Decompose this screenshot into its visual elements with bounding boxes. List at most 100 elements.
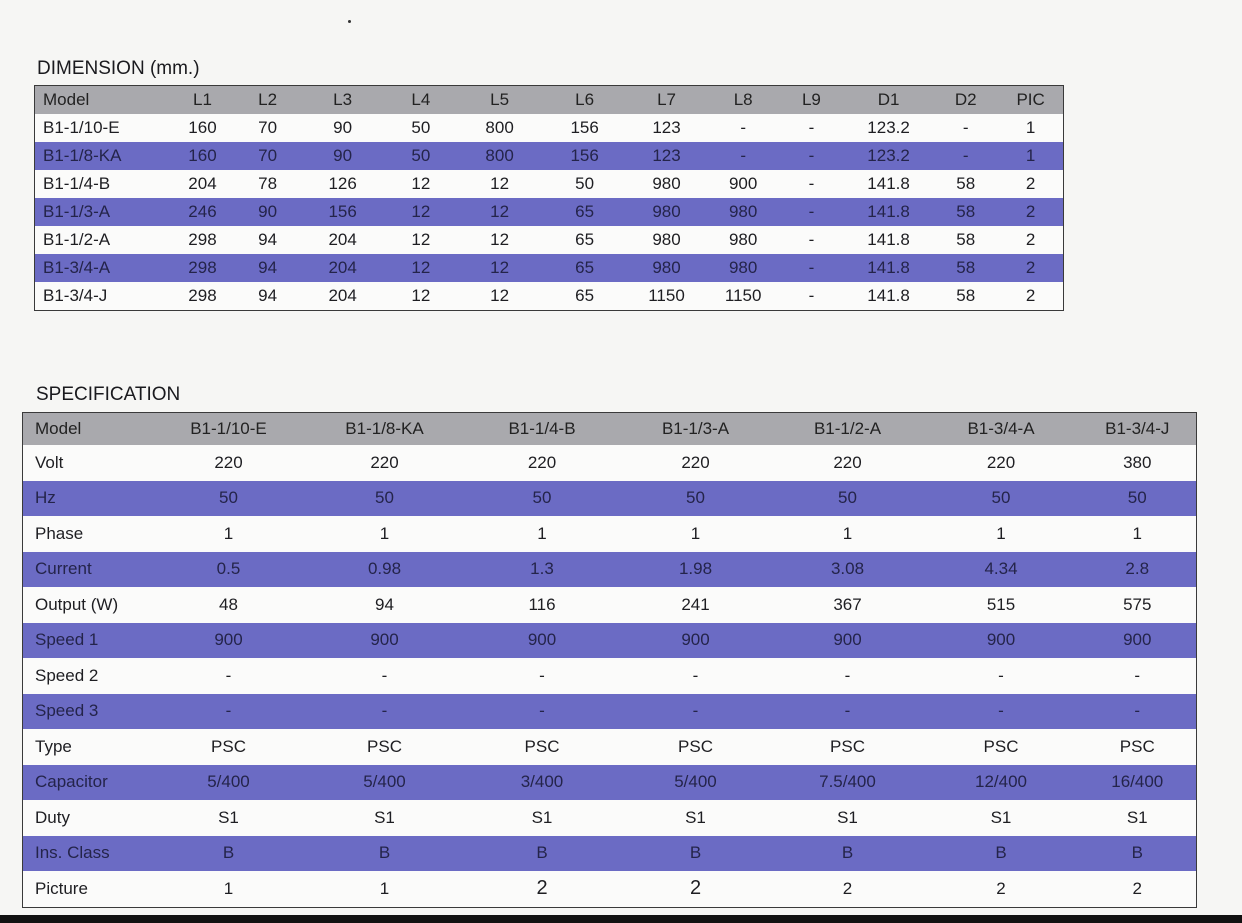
table-cell: 1: [998, 114, 1064, 142]
table-cell: 141.8: [843, 282, 934, 311]
column-header: B1-1/4-B: [464, 412, 620, 445]
table-cell: 123: [625, 114, 708, 142]
table-cell: 70: [236, 142, 300, 170]
row-label-cell: Output (W): [22, 587, 153, 623]
table-cell: 220: [771, 445, 924, 481]
stray-dot: [348, 20, 351, 23]
table-cell: 12: [386, 170, 456, 198]
table-cell: 800: [455, 142, 544, 170]
table-cell: 12: [386, 198, 456, 226]
table-cell: 220: [304, 445, 465, 481]
table-cell: 900: [152, 622, 305, 658]
table-cell: 123.2: [843, 114, 934, 142]
table-cell: 980: [625, 170, 708, 198]
table-cell: 141.8: [843, 170, 934, 198]
table-cell: 575: [1078, 587, 1197, 623]
column-header: L3: [299, 85, 387, 114]
table-cell: 1: [998, 142, 1064, 170]
table-row: Picture 1 1 2 2 2 2 2: [22, 871, 1197, 907]
table-cell: 1: [152, 516, 305, 552]
dimension-header-row: Model L1 L2 L3 L4 L5 L6 L7 L8 L9 D1 D2 PIC: [34, 85, 1064, 114]
table-cell: 1.3: [464, 551, 620, 587]
row-label-cell: B1-1/8-KA: [34, 142, 169, 170]
table-cell: 156: [543, 114, 626, 142]
table-cell: 204: [299, 254, 387, 282]
table-cell: 1150: [707, 282, 779, 311]
table-cell: 2: [923, 871, 1079, 907]
table-cell: 50: [386, 114, 456, 142]
column-header: L6: [543, 85, 626, 114]
table-cell: 980: [707, 254, 779, 282]
row-label-cell: Speed 2: [22, 658, 153, 694]
table-cell: 5/400: [304, 764, 465, 800]
table-cell: -: [933, 142, 999, 170]
table-cell: 900: [923, 622, 1079, 658]
table-cell: S1: [152, 800, 305, 836]
table-cell: 141.8: [843, 198, 934, 226]
table-cell: -: [933, 114, 999, 142]
table-cell: -: [707, 114, 779, 142]
table-cell: 2: [998, 226, 1064, 254]
table-cell: 12: [386, 282, 456, 311]
table-row: B1-1/3-A 246 90 156 12 12 65 980 980-141.8 58 2: [34, 198, 1064, 226]
table-cell: B: [464, 835, 620, 871]
bottom-border: [0, 915, 1242, 923]
table-cell: 126: [299, 170, 387, 198]
table-cell: 50: [543, 170, 626, 198]
table-cell: 50: [619, 480, 772, 516]
table-row: B1-3/4-J 298 94 204 12 12 65 1150 1150-141.8 58 2: [34, 282, 1064, 311]
row-label-cell: B1-1/3-A: [34, 198, 169, 226]
table-cell: B: [923, 835, 1079, 871]
table-cell: 2: [998, 170, 1064, 198]
column-header: B1-3/4-A: [923, 412, 1079, 445]
column-header: B1-1/3-A: [619, 412, 772, 445]
table-row: B1-1/8-KA 160 70 90 50 800 156 123- -123.2-1: [34, 142, 1064, 170]
table-row: Hz 50 50 50 50 50 50 50: [22, 480, 1197, 516]
table-cell: 900: [619, 622, 772, 658]
column-header: L5: [455, 85, 544, 114]
table-cell: 4.34: [923, 551, 1079, 587]
table-cell: 58: [933, 254, 999, 282]
table-row: Capacitor 5/400 5/400 3/400 5/400 7.5/400 12/4…: [22, 764, 1197, 800]
table-cell: 12/400: [923, 764, 1079, 800]
table-cell: 12: [386, 226, 456, 254]
row-label-cell: Volt: [22, 445, 153, 481]
table-cell: 204: [299, 282, 387, 311]
table-cell: S1: [1078, 800, 1197, 836]
table-cell: 367: [771, 587, 924, 623]
table-cell: 94: [236, 254, 300, 282]
row-label-cell: Picture: [22, 871, 153, 907]
table-cell: 3.08: [771, 551, 924, 587]
table-cell: 58: [933, 198, 999, 226]
table-cell: -: [771, 658, 924, 694]
table-cell: 515: [923, 587, 1079, 623]
table-cell: 2: [771, 871, 924, 907]
table-cell: 12: [455, 254, 544, 282]
table-cell: 246: [168, 198, 237, 226]
column-header: L1: [168, 85, 237, 114]
table-cell: 1: [923, 516, 1079, 552]
table-cell: -: [619, 693, 772, 729]
table-cell: B: [304, 835, 465, 871]
table-cell: S1: [304, 800, 465, 836]
table-cell: S1: [771, 800, 924, 836]
table-cell: -: [778, 226, 844, 254]
table-cell: 900: [464, 622, 620, 658]
table-cell: B: [1078, 835, 1197, 871]
row-label-cell: Type: [22, 729, 153, 765]
table-cell: 1150: [625, 282, 708, 311]
table-cell: 94: [304, 587, 465, 623]
table-cell: 156: [299, 198, 387, 226]
table-cell: 78: [236, 170, 300, 198]
table-cell: 141.8: [843, 226, 934, 254]
table-cell: -: [778, 114, 844, 142]
table-cell: -: [464, 693, 620, 729]
table-row: Volt 220 220 220 220 220 220 380: [22, 445, 1197, 481]
row-label-cell: Hz: [22, 480, 153, 516]
table-cell: S1: [464, 800, 620, 836]
table-row: Phase 1 1 1 1 1 1 1: [22, 516, 1197, 552]
table-cell: 90: [299, 114, 387, 142]
specification-body: Volt 220 220 220 220 220 220 380 Hz 50 50 50 50 50 50 5…: [22, 445, 1197, 907]
table-cell: PSC: [619, 729, 772, 765]
table-cell: 204: [168, 170, 237, 198]
